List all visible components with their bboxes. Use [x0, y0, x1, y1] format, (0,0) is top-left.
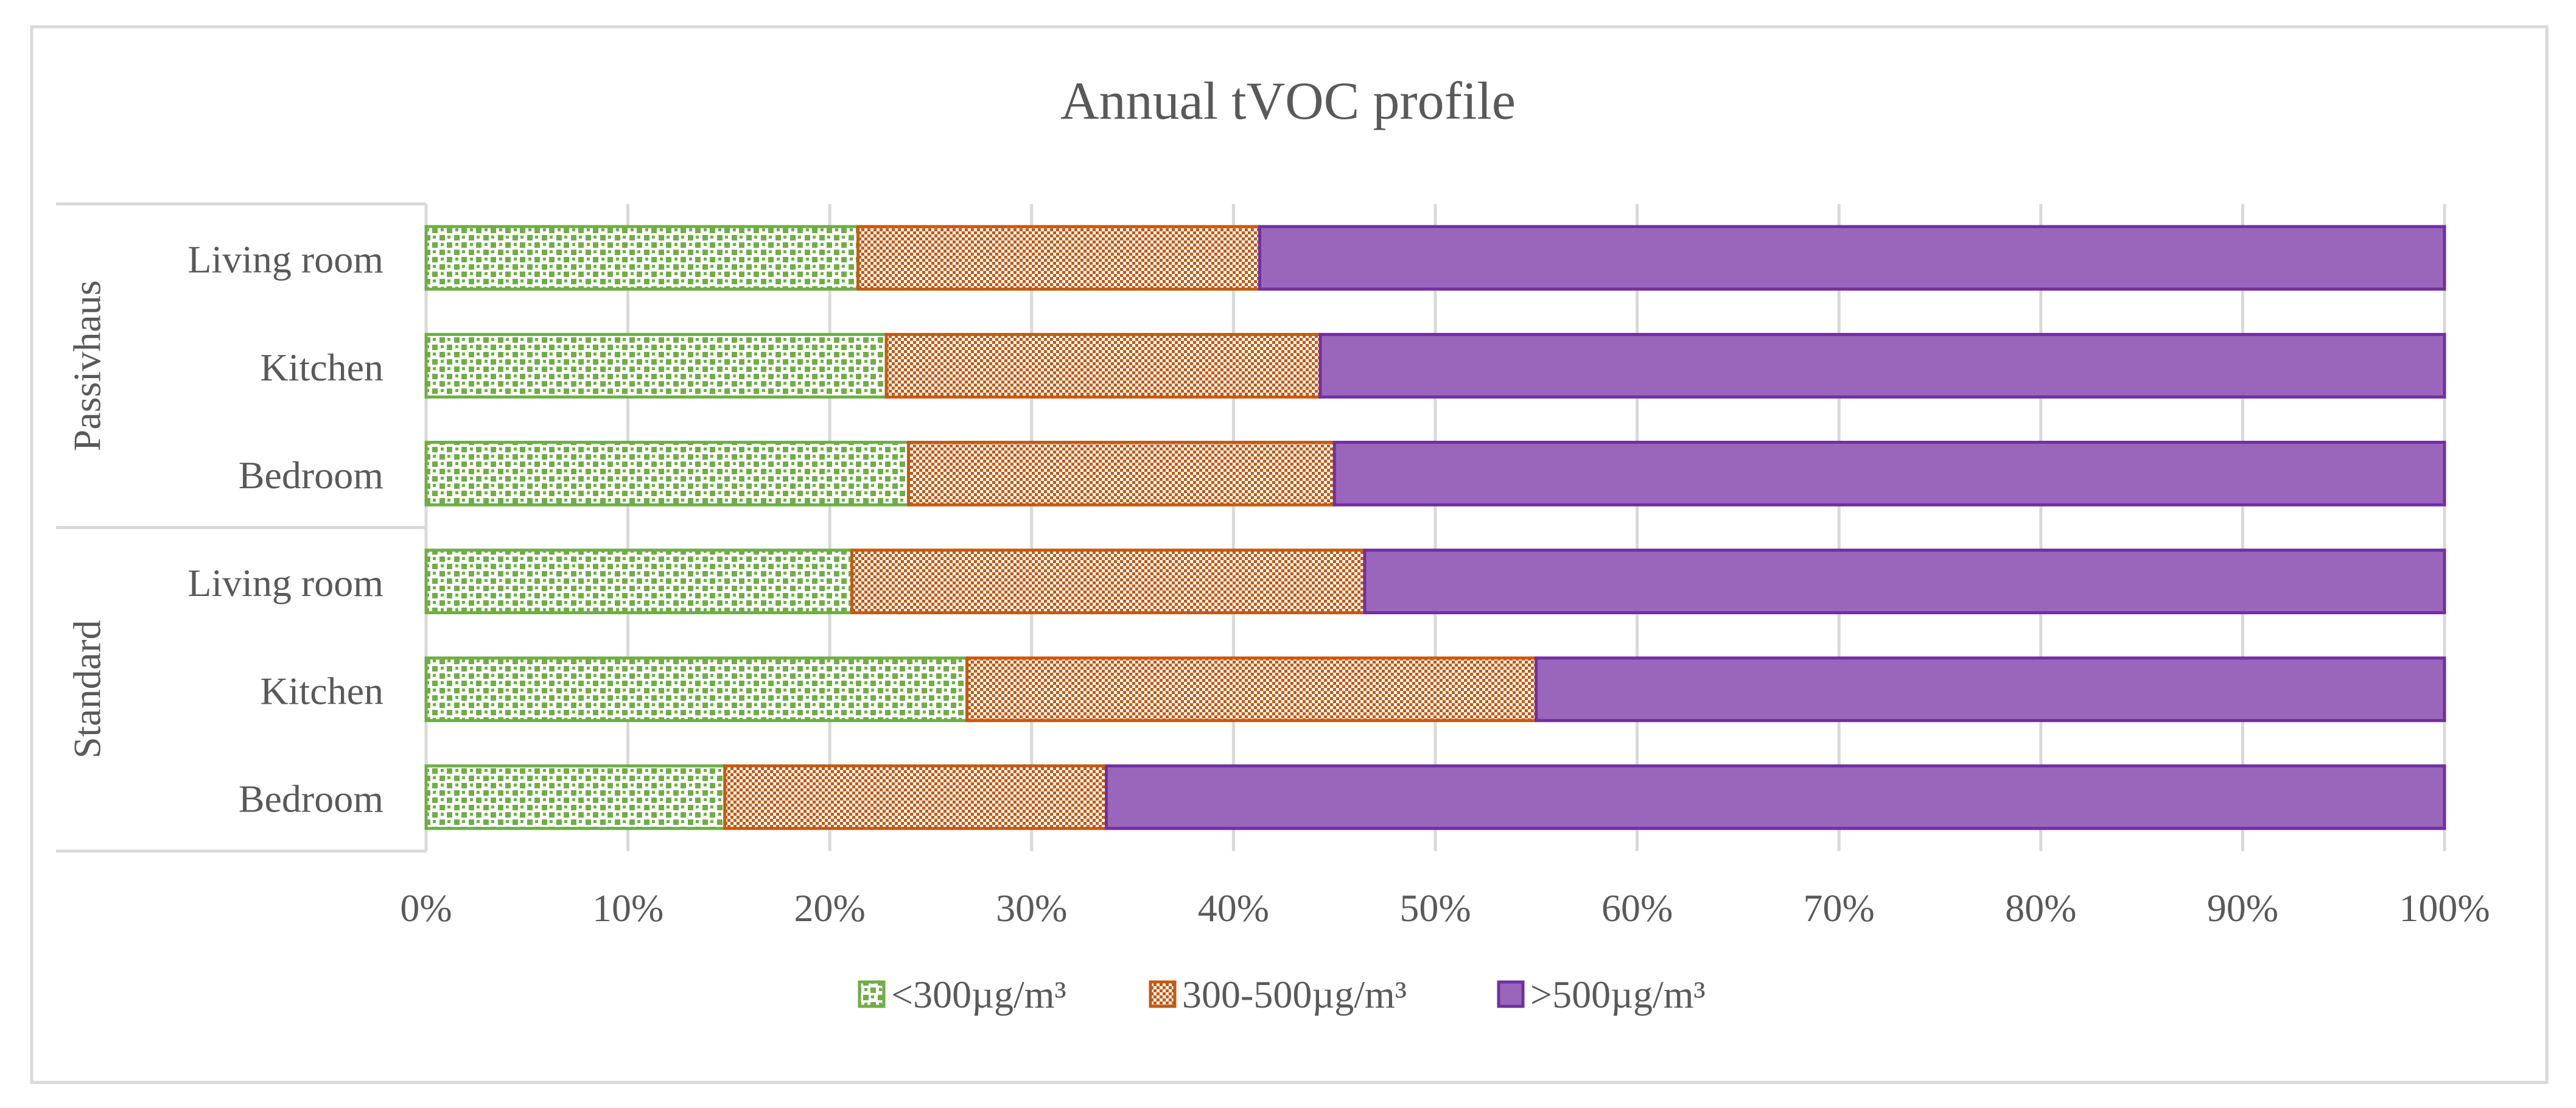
bar-segment [850, 549, 1367, 614]
bars [424, 225, 2446, 830]
bar-segment [1332, 441, 2446, 507]
group-label: Passivhaus [66, 280, 109, 451]
bar-segment [424, 764, 727, 830]
bar-segment [424, 332, 888, 399]
bar-segment [884, 332, 1322, 399]
bar-segment [1318, 332, 2446, 399]
category-axis [56, 202, 428, 853]
x-tick-label: 100% [2399, 886, 2490, 930]
category-label: Bedroom [239, 454, 383, 497]
x-axis-tick-labels: 0% 10% 20% 30% 40% 50% 60% 70% 80% 90% 100% [400, 886, 2490, 930]
category-labels: Living room Kitchen Bedroom Living room Kitc… [187, 238, 383, 821]
x-tick-label: 0% [400, 886, 452, 930]
legend-label: <300µg/m³ [891, 973, 1066, 1016]
x-tick-label: 60% [1601, 886, 1673, 930]
category-label: Kitchen [260, 669, 383, 712]
bar-segment [424, 225, 860, 291]
x-tick-label: 70% [1804, 886, 1875, 930]
chart-title: Annual tVOC profile [1060, 72, 1516, 131]
bar-segment [723, 764, 1108, 830]
bar-segment [1363, 549, 2446, 614]
legend-label: 300-500µg/m³ [1182, 973, 1407, 1016]
group-labels: Passivhaus Standard [66, 280, 109, 759]
bar-segment [856, 225, 1262, 291]
bar-segment [424, 549, 854, 614]
bar-segment [1535, 656, 2446, 723]
bar-segment [424, 441, 911, 507]
x-tick-label: 30% [996, 886, 1067, 930]
bar-segment [907, 441, 1336, 507]
bar-segment [424, 656, 969, 723]
x-tick-label: 40% [1198, 886, 1269, 930]
category-label: Living room [187, 238, 383, 281]
legend: <300µg/m³ 300-500µg/m³ >500µg/m³ [858, 973, 1706, 1016]
x-tick-label: 10% [592, 886, 663, 930]
category-label: Bedroom [239, 777, 383, 820]
bar-segment [1258, 225, 2446, 291]
legend-swatch [1497, 980, 1525, 1008]
x-tick-label: 80% [2005, 886, 2076, 930]
category-label: Living room [187, 561, 383, 605]
bar-segment [965, 656, 1538, 723]
legend-label: >500µg/m³ [1530, 973, 1706, 1016]
x-tick-label: 90% [2207, 886, 2278, 930]
category-label: Kitchen [260, 346, 383, 389]
bar-segment [1104, 764, 2446, 830]
legend-swatch [858, 980, 886, 1008]
legend-swatch [1149, 980, 1177, 1008]
x-tick-label: 50% [1399, 886, 1471, 930]
x-tick-label: 20% [794, 886, 866, 930]
group-label: Standard [66, 620, 109, 759]
